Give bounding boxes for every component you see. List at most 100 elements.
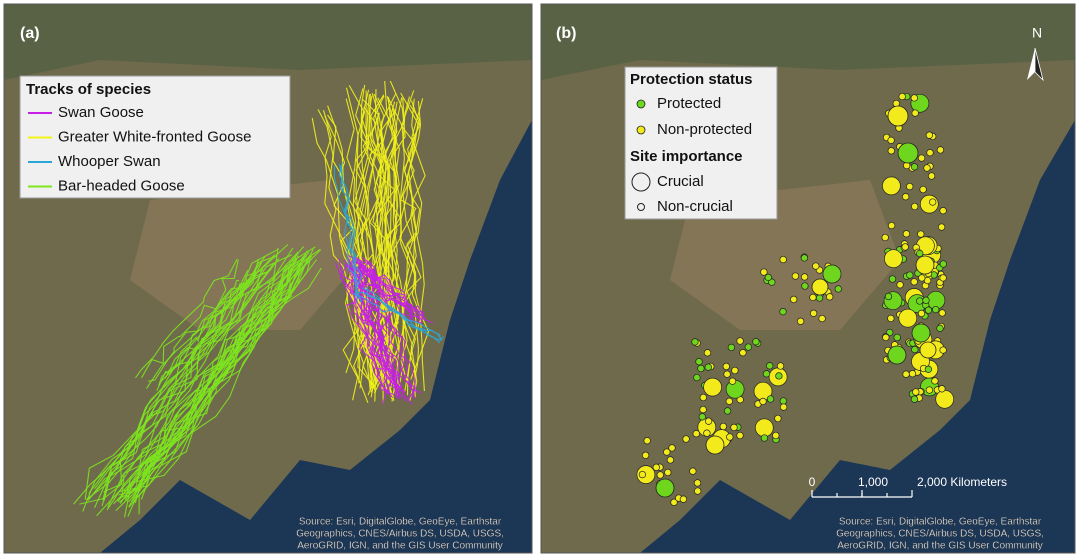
site <box>796 317 805 325</box>
site <box>910 94 918 102</box>
track <box>351 264 400 388</box>
legend-swatch <box>636 99 646 109</box>
track <box>360 261 424 324</box>
track <box>85 262 275 501</box>
site <box>925 131 934 139</box>
track <box>379 109 397 390</box>
site <box>815 294 824 302</box>
site <box>723 407 732 415</box>
site <box>882 176 901 196</box>
site <box>699 393 707 402</box>
site <box>764 273 772 282</box>
site <box>762 370 771 378</box>
site <box>929 198 937 206</box>
land-north <box>541 4 1075 80</box>
legend-label: Crucial <box>657 173 704 190</box>
site <box>695 358 703 366</box>
track <box>349 269 398 399</box>
site <box>938 309 946 317</box>
site <box>919 185 927 194</box>
site <box>809 293 817 302</box>
track <box>327 114 378 396</box>
track <box>311 117 376 388</box>
legend: Swan Goose Greater White-fronted Goose Who… <box>28 104 251 194</box>
site <box>719 422 727 431</box>
site <box>736 431 744 440</box>
site <box>898 308 918 328</box>
attribution-line: Geographics, CNES/Airbus DS, USDA, USGS, <box>836 529 1044 540</box>
site <box>736 337 744 345</box>
track <box>361 257 434 324</box>
site <box>754 418 774 438</box>
track <box>355 95 374 382</box>
site <box>790 295 798 304</box>
site <box>887 314 895 323</box>
track <box>400 90 417 396</box>
site <box>834 285 842 293</box>
site <box>744 343 752 351</box>
track <box>365 94 385 384</box>
track <box>103 247 294 493</box>
site <box>693 373 701 382</box>
track <box>366 287 442 341</box>
site <box>898 92 906 101</box>
site <box>893 333 901 342</box>
site <box>766 362 774 370</box>
north-label: N <box>1032 25 1042 41</box>
site <box>739 349 747 357</box>
site <box>916 249 924 258</box>
site <box>791 272 800 280</box>
sites <box>636 92 955 506</box>
site <box>730 423 738 432</box>
site <box>924 306 933 314</box>
legend-swatch <box>637 203 645 211</box>
site <box>697 364 705 373</box>
site <box>917 309 926 318</box>
site <box>812 262 820 270</box>
site <box>779 397 787 405</box>
scale-bar <box>811 490 913 498</box>
site <box>768 278 776 286</box>
legend-swatch <box>631 172 651 192</box>
track <box>357 265 422 321</box>
site <box>897 142 919 164</box>
site <box>888 275 897 283</box>
legend-label: Greater White-fronted Goose <box>58 128 251 145</box>
site <box>693 479 702 487</box>
track <box>408 100 425 392</box>
site <box>937 223 946 231</box>
site <box>655 478 675 498</box>
attribution-line: AeroGRID, IGN, and the GIS User Communit… <box>837 541 1043 552</box>
track <box>338 164 362 302</box>
site <box>801 282 809 290</box>
site <box>731 366 739 375</box>
tracks <box>73 80 445 518</box>
track <box>345 264 401 401</box>
site <box>809 309 818 317</box>
site <box>826 293 834 301</box>
site <box>887 136 895 144</box>
legend-label: Bar-headed Goose <box>58 177 185 194</box>
site <box>911 323 931 343</box>
site <box>939 346 947 354</box>
track <box>148 279 240 382</box>
site <box>703 377 722 397</box>
north-arrow-shape <box>1034 47 1044 82</box>
site <box>922 296 930 304</box>
site <box>722 362 730 371</box>
track <box>101 254 293 507</box>
site <box>911 109 919 117</box>
site <box>931 377 939 385</box>
track <box>141 259 239 379</box>
site <box>759 397 767 406</box>
site <box>822 264 842 284</box>
track <box>339 264 387 405</box>
site <box>902 230 911 238</box>
site <box>923 164 931 172</box>
site <box>752 338 760 346</box>
site <box>641 451 650 459</box>
site <box>800 273 809 281</box>
attribution-line: AeroGRID, IGN, and the GIS User Communit… <box>297 541 503 552</box>
track <box>87 264 289 501</box>
site <box>906 182 914 191</box>
